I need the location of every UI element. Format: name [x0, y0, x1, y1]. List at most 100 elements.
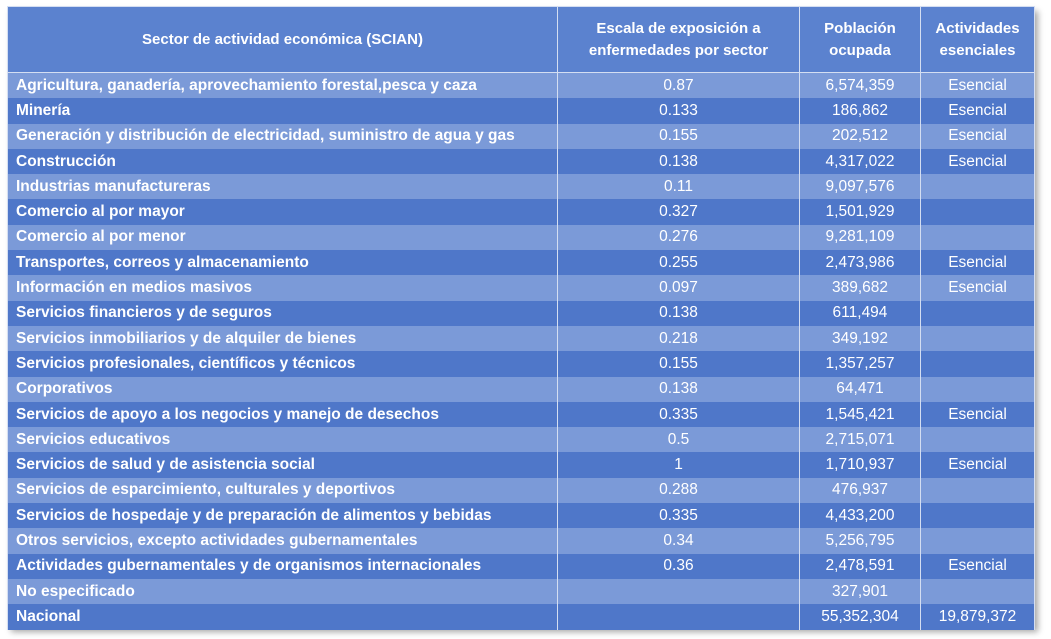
cell-employed-population: 9,097,576	[799, 174, 921, 200]
cell-exposure-scale: 0.327	[557, 199, 800, 225]
table-row: Servicios de apoyo a los negocios y mane…	[7, 401, 1035, 428]
cell-essential	[920, 325, 1035, 352]
cell-sector: Servicios de salud y de asistencia socia…	[7, 452, 558, 478]
cell-exposure-scale: 0.133	[557, 98, 800, 124]
cell-employed-population: 202,512	[799, 123, 921, 149]
cell-employed-population: 1,545,421	[799, 401, 921, 428]
cell-employed-population: 2,715,071	[799, 427, 921, 453]
cell-employed-population: 5,256,795	[799, 528, 921, 554]
table-row: Servicios de salud y de asistencia socia…	[7, 452, 1035, 478]
sector-table-container: Sector de actividad económica (SCIAN) Es…	[7, 6, 1035, 630]
cell-essential: Esencial	[920, 553, 1035, 579]
cell-essential	[920, 427, 1035, 453]
cell-essential: Esencial	[920, 275, 1035, 301]
table-row: Servicios inmobiliarios y de alquiler de…	[7, 325, 1035, 352]
cell-employed-population: 6,574,359	[799, 72, 921, 99]
cell-sector: Comercio al por mayor	[7, 199, 558, 225]
cell-employed-population: 349,192	[799, 325, 921, 352]
cell-essential	[920, 300, 1035, 326]
cell-employed-population: 186,862	[799, 98, 921, 124]
cell-exposure-scale: 0.218	[557, 325, 800, 352]
cell-exposure-scale: 0.335	[557, 401, 800, 428]
header-exposure-scale: Escala de exposición a enfermedades por …	[557, 6, 800, 73]
cell-sector: Minería	[7, 98, 558, 124]
cell-exposure-scale: 0.255	[557, 250, 800, 276]
cell-exposure-scale: 0.138	[557, 148, 800, 175]
cell-employed-population: 389,682	[799, 275, 921, 301]
table-row: Actividades gubernamentales y de organis…	[7, 553, 1035, 579]
table-row: Transportes, correos y almacenamiento 0.2…	[7, 250, 1035, 276]
cell-essential: Esencial	[920, 452, 1035, 478]
header-employed-population: Población ocupada	[799, 6, 921, 73]
cell-exposure-scale: 0.138	[557, 300, 800, 326]
cell-sector: Otros servicios, excepto actividades gub…	[7, 528, 558, 554]
cell-essential: Esencial	[920, 98, 1035, 124]
table-row: Comercio al por menor 0.276 9,281,109	[7, 224, 1035, 251]
table-row: Servicios financieros y de seguros 0.138 6…	[7, 300, 1035, 326]
cell-sector: Industrias manufactureras	[7, 174, 558, 200]
cell-essential: Esencial	[920, 250, 1035, 276]
cell-essential: Esencial	[920, 148, 1035, 175]
cell-essential: Esencial	[920, 401, 1035, 428]
table-row: No especificado 327,901	[7, 578, 1035, 605]
header-row: Sector de actividad económica (SCIAN) Es…	[7, 6, 1035, 73]
cell-sector: Corporativos	[7, 376, 558, 402]
cell-sector: Servicios de esparcimiento, culturales y…	[7, 477, 558, 504]
cell-sector: Actividades gubernamentales y de organis…	[7, 553, 558, 579]
cell-sector: Información en medios masivos	[7, 275, 558, 301]
table-row: Servicios educativos 0.5 2,715,071	[7, 427, 1035, 453]
cell-exposure-scale: 0.87	[557, 72, 800, 99]
cell-employed-population: 4,317,022	[799, 148, 921, 175]
cell-essential	[920, 376, 1035, 402]
cell-exposure-scale: 1	[557, 452, 800, 478]
cell-exposure-scale: 0.11	[557, 174, 800, 200]
cell-exposure-scale: 0.138	[557, 376, 800, 402]
table-row: Generación y distribución de electricida…	[7, 123, 1035, 149]
total-cell-employed-population: 55,352,304	[799, 604, 921, 630]
cell-sector: Servicios financieros y de seguros	[7, 300, 558, 326]
table-row: Otros servicios, excepto actividades gub…	[7, 528, 1035, 554]
cell-sector: Servicios profesionales, científicos y t…	[7, 351, 558, 377]
table-row: Minería 0.133 186,862 Esencial	[7, 98, 1035, 124]
cell-employed-population: 611,494	[799, 300, 921, 326]
header-sector: Sector de actividad económica (SCIAN)	[7, 6, 558, 73]
cell-employed-population: 1,710,937	[799, 452, 921, 478]
cell-essential	[920, 477, 1035, 504]
total-cell-essential: 19,879,372	[920, 604, 1035, 630]
table-row: Corporativos 0.138 64,471	[7, 376, 1035, 402]
cell-sector: Servicios de hospedaje y de preparación …	[7, 503, 558, 529]
table-row: Información en medios masivos 0.097 389,68…	[7, 275, 1035, 301]
cell-employed-population: 2,473,986	[799, 250, 921, 276]
cell-essential	[920, 224, 1035, 251]
cell-exposure-scale: 0.097	[557, 275, 800, 301]
cell-exposure-scale: 0.5	[557, 427, 800, 453]
cell-employed-population: 64,471	[799, 376, 921, 402]
cell-exposure-scale: 0.288	[557, 477, 800, 504]
table-body: Agricultura, ganadería, aprovechamiento …	[7, 72, 1035, 630]
table-row: Industrias manufactureras 0.11 9,097,576	[7, 174, 1035, 200]
sector-table: Sector de actividad económica (SCIAN) Es…	[7, 6, 1035, 630]
total-row: Nacional 55,352,304 19,879,372	[7, 604, 1035, 630]
table-row: Agricultura, ganadería, aprovechamiento …	[7, 72, 1035, 99]
total-cell-sector: Nacional	[7, 604, 558, 630]
cell-employed-population: 1,501,929	[799, 199, 921, 225]
cell-exposure-scale: 0.36	[557, 553, 800, 579]
cell-sector: Construcción	[7, 148, 558, 175]
table-row: Construcción 0.138 4,317,022 Esencial	[7, 148, 1035, 175]
cell-sector: Servicios educativos	[7, 427, 558, 453]
table-row: Servicios profesionales, científicos y t…	[7, 351, 1035, 377]
cell-essential	[920, 528, 1035, 554]
cell-sector: Generación y distribución de electricida…	[7, 123, 558, 149]
cell-essential	[920, 351, 1035, 377]
header-essential-activities: Actividades esenciales	[920, 6, 1035, 73]
cell-essential: Esencial	[920, 123, 1035, 149]
cell-exposure-scale	[557, 578, 800, 605]
cell-exposure-scale: 0.155	[557, 351, 800, 377]
cell-essential	[920, 503, 1035, 529]
cell-essential	[920, 578, 1035, 605]
cell-employed-population: 2,478,591	[799, 553, 921, 579]
cell-sector: Comercio al por menor	[7, 224, 558, 251]
cell-exposure-scale: 0.276	[557, 224, 800, 251]
cell-sector: Transportes, correos y almacenamiento	[7, 250, 558, 276]
cell-employed-population: 9,281,109	[799, 224, 921, 251]
